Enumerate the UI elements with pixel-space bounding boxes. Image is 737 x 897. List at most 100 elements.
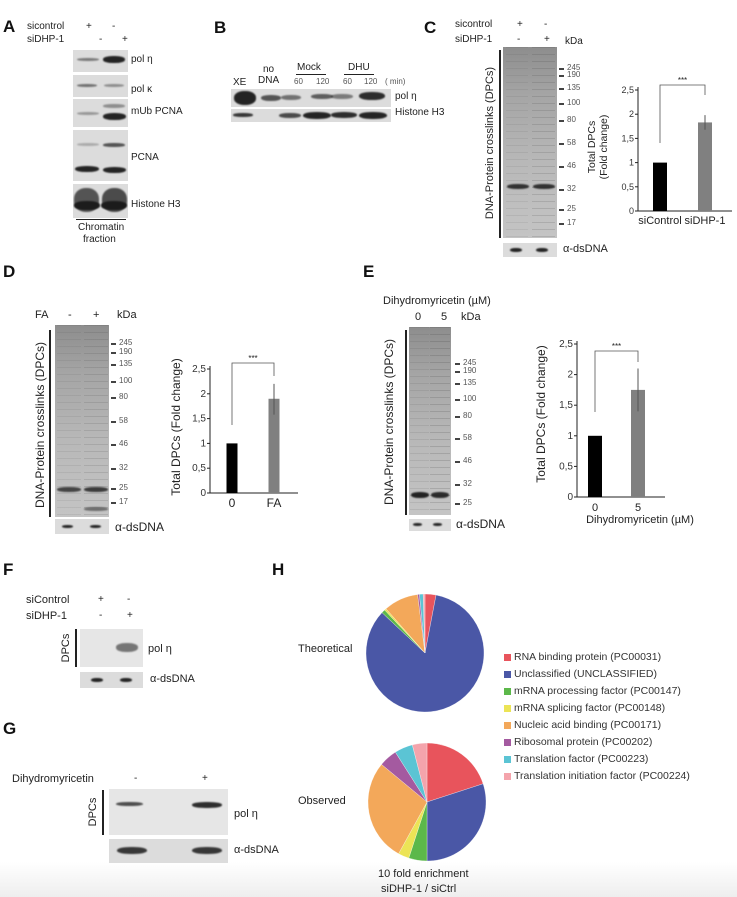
ladder-tick — [111, 444, 116, 446]
ladder-tick — [455, 484, 460, 486]
pie-observed — [367, 742, 487, 862]
ladder-tick — [455, 371, 460, 373]
pie-caption: 10 fold enrichment — [378, 868, 469, 880]
blot-band — [77, 112, 99, 115]
blot-image — [231, 109, 391, 122]
pie-slice — [384, 608, 426, 654]
blot-image — [503, 243, 557, 257]
legend-item: mRNA splicing factor (PC00148) — [514, 702, 666, 714]
significance-label: *** — [248, 354, 257, 363]
blot-band — [103, 113, 126, 120]
ladder-tick — [559, 88, 564, 90]
loading-control-label: α-dsDNA — [456, 517, 505, 531]
ladder-label: 100 — [567, 98, 581, 107]
ladder-tick — [559, 120, 564, 122]
band-label: Histone H3 — [131, 199, 181, 210]
blot-band — [103, 143, 125, 147]
pie-slice — [381, 609, 426, 654]
pie-label-observed: Observed — [298, 795, 346, 807]
sign: - — [99, 610, 103, 621]
blot-band — [331, 94, 353, 99]
bar-chart-e: 0 0,5 1 1,5 2 2,5 0 5 *** Dihydromyricetin (µM) — [559, 339, 694, 526]
kda-label: kDa — [117, 309, 137, 321]
blot-lane — [506, 47, 528, 238]
blot-band — [77, 84, 97, 87]
ladder-label: 245 — [463, 358, 477, 367]
y-tick-label: 1 — [567, 431, 573, 442]
legend-swatch — [504, 688, 511, 695]
ladder-tick — [111, 488, 116, 490]
blot-band — [103, 167, 126, 173]
significance-bracket — [659, 84, 706, 143]
blot-band — [192, 802, 222, 808]
ladder-label: 25 — [567, 204, 576, 213]
lane-label: 60 — [343, 77, 352, 86]
panel-c-label: C — [424, 18, 437, 37]
ladder-label: 32 — [463, 479, 472, 488]
blot-band — [536, 248, 548, 252]
ladder-label: 25 — [119, 483, 128, 492]
row-label-sicontrol: sicontrol — [27, 21, 65, 32]
y-axis-line2: (Fold change) — [598, 114, 610, 180]
blot-band — [84, 507, 108, 511]
loading-control-label: α-dsDNA — [563, 243, 608, 255]
loading-control-label: α-dsDNA — [115, 520, 164, 534]
time-unit: ( min) — [385, 77, 406, 86]
blot-band — [104, 84, 124, 87]
bar — [631, 389, 645, 497]
lane-label: DNA — [258, 75, 280, 86]
blot-band — [103, 104, 125, 108]
legend-swatch — [504, 756, 511, 763]
sign: - — [68, 309, 72, 321]
bracket-line — [75, 629, 77, 667]
y-tick-label: 0 — [629, 206, 634, 216]
x-tick-label: FA — [267, 496, 282, 510]
blot-image — [109, 839, 228, 863]
blot-band — [117, 847, 147, 854]
treatment-label: FA — [35, 309, 49, 321]
blot-band — [413, 523, 422, 526]
blot-band — [116, 802, 143, 806]
y-tick-label: 2 — [200, 389, 206, 400]
panel-g-label: G — [3, 719, 17, 738]
lane-label: no — [263, 64, 275, 75]
lane-label: Mock — [297, 62, 321, 73]
x-tick-label: 5 — [635, 502, 641, 514]
panel-a-label: A — [3, 17, 16, 36]
blot-image — [55, 519, 109, 534]
legend-item: Nucleic acid binding (PC00171) — [514, 719, 662, 731]
dpc-label: DPCs — [60, 633, 72, 663]
row-label-sidhp1: siDHP-1 — [27, 34, 65, 45]
legend-item: Unclassified (UNCLASSIFIED) — [514, 668, 657, 680]
band-label: mUb PCNA — [131, 106, 183, 117]
ladder-tick — [455, 363, 460, 365]
ladder-label: 32 — [119, 463, 128, 472]
blot-band — [234, 91, 256, 105]
dpc-axis-label: DNA-Protein crosslinks (DPCs) — [33, 341, 47, 509]
ladder-label: 80 — [463, 411, 472, 420]
row-label-sidhp1: siDHP-1 — [455, 34, 493, 45]
bar — [588, 435, 602, 497]
ladder-label: 46 — [567, 161, 576, 170]
pie-theoretical — [365, 593, 485, 713]
blot-band — [101, 201, 127, 210]
ladder-tick — [559, 143, 564, 145]
bracket-line — [405, 330, 407, 515]
blot-band — [359, 92, 385, 100]
dose-label: 0 — [415, 311, 422, 323]
bar-chart-d: 0 0,5 1 1,5 2 2,5 0 FA *** — [192, 354, 298, 510]
significance-bracket — [594, 350, 639, 412]
blot-image — [109, 789, 228, 835]
fraction-label: Chromatin — [78, 222, 125, 233]
blot-band — [303, 112, 331, 119]
y-tick-label: 1,5 — [192, 414, 206, 425]
sign: + — [127, 610, 133, 621]
y-tick-label: 0,5 — [621, 182, 634, 192]
blot-lane — [410, 327, 429, 515]
ladder-label: 100 — [463, 394, 477, 403]
ladder-label: 190 — [567, 70, 581, 79]
blot-band — [120, 678, 132, 682]
pie-slice — [426, 783, 487, 862]
significance-bracket — [231, 362, 275, 425]
pie-slice — [412, 742, 428, 803]
